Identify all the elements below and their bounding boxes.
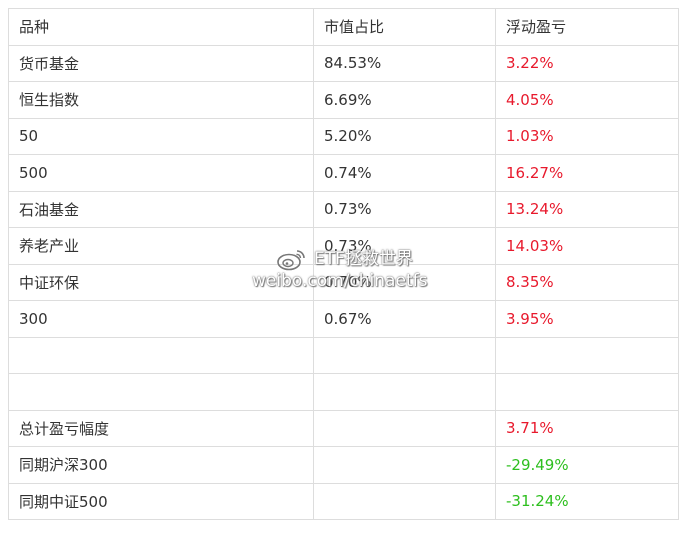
header-name: 品种 — [8, 8, 314, 46]
empty-cell — [313, 336, 496, 374]
empty-cell — [313, 409, 496, 447]
summary-label: 总计盈亏幅度 — [8, 409, 314, 447]
row-share: 84.53% — [313, 44, 496, 82]
empty-cell — [495, 373, 679, 411]
empty-row — [8, 373, 679, 411]
row-share: 0.73% — [313, 227, 496, 265]
row-name: 恒生指数 — [8, 81, 314, 119]
summary-label: 同期沪深300 — [8, 446, 314, 484]
row-name: 养老产业 — [8, 227, 314, 265]
summary-value: -31.24% — [495, 482, 679, 520]
table-row: 50 5.20% 1.03% — [8, 117, 679, 155]
row-pnl: 16.27% — [495, 154, 679, 192]
empty-cell — [313, 446, 496, 484]
table-header-row: 品种 市值占比 浮动盈亏 — [8, 8, 679, 46]
empty-row — [8, 336, 679, 374]
table-row: 养老产业 0.73% 14.03% — [8, 227, 679, 265]
empty-cell — [8, 373, 314, 411]
summary-row-csi500: 同期中证500 -31.24% — [8, 482, 679, 520]
header-share: 市值占比 — [313, 8, 496, 46]
row-name: 中证环保 — [8, 263, 314, 301]
summary-label: 同期中证500 — [8, 482, 314, 520]
row-name: 50 — [8, 117, 314, 155]
row-pnl: 3.22% — [495, 44, 679, 82]
row-pnl: 13.24% — [495, 190, 679, 228]
row-name: 300 — [8, 300, 314, 338]
holdings-table: 品种 市值占比 浮动盈亏 货币基金 84.53% 3.22% 恒生指数 6.69… — [8, 8, 679, 520]
row-share: 5.20% — [313, 117, 496, 155]
table-row: 恒生指数 6.69% 4.05% — [8, 81, 679, 119]
row-pnl: 3.95% — [495, 300, 679, 338]
empty-cell — [313, 373, 496, 411]
empty-cell — [313, 482, 496, 520]
summary-value: -29.49% — [495, 446, 679, 484]
summary-value: 3.71% — [495, 409, 679, 447]
table-row: 石油基金 0.73% 13.24% — [8, 190, 679, 228]
row-share: 6.69% — [313, 81, 496, 119]
row-name: 货币基金 — [8, 44, 314, 82]
row-pnl: 4.05% — [495, 81, 679, 119]
header-pnl: 浮动盈亏 — [495, 8, 679, 46]
row-share: 0.73% — [313, 190, 496, 228]
table-row: 中证环保 0.70% 8.35% — [8, 263, 679, 301]
row-pnl: 1.03% — [495, 117, 679, 155]
summary-row-total: 总计盈亏幅度 3.71% — [8, 409, 679, 447]
row-name: 石油基金 — [8, 190, 314, 228]
empty-cell — [495, 336, 679, 374]
row-name: 500 — [8, 154, 314, 192]
row-pnl: 8.35% — [495, 263, 679, 301]
row-pnl: 14.03% — [495, 227, 679, 265]
summary-row-hs300: 同期沪深300 -29.49% — [8, 446, 679, 484]
table-row: 300 0.67% 3.95% — [8, 300, 679, 338]
row-share: 0.67% — [313, 300, 496, 338]
row-share: 0.74% — [313, 154, 496, 192]
table-row: 货币基金 84.53% 3.22% — [8, 44, 679, 82]
table-row: 500 0.74% 16.27% — [8, 154, 679, 192]
empty-cell — [8, 336, 314, 374]
row-share: 0.70% — [313, 263, 496, 301]
